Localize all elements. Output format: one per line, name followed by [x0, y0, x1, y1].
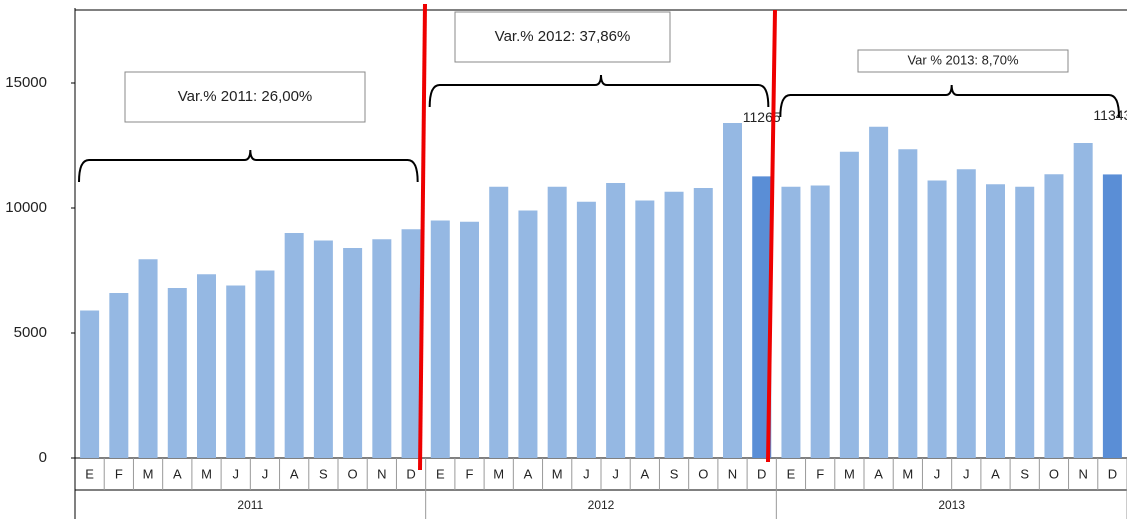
bar	[372, 239, 392, 458]
bar	[781, 186, 801, 458]
bar	[927, 180, 947, 458]
bar	[401, 229, 421, 458]
group-label: 2012	[588, 498, 615, 512]
x-tick-label: M	[902, 466, 913, 481]
group-label: 2011	[237, 498, 263, 512]
bar	[810, 185, 830, 458]
bar	[489, 186, 509, 458]
bar	[1073, 143, 1093, 458]
y-tick-label: 15000	[5, 74, 47, 91]
x-tick-label: O	[1049, 466, 1059, 481]
annotation: Var.% 2011: 26,00%	[178, 88, 313, 105]
x-tick-label: D	[757, 466, 766, 481]
x-tick-label: E	[85, 466, 94, 481]
x-tick-label: S	[1020, 466, 1029, 481]
bar	[460, 221, 479, 458]
x-tick-label: J	[262, 466, 269, 481]
bar	[518, 210, 538, 458]
x-tick-label: A	[640, 466, 649, 481]
x-tick-label: J	[612, 466, 619, 481]
bar	[839, 151, 859, 458]
x-tick-label: N	[1078, 466, 1087, 481]
bar	[80, 310, 100, 458]
y-tick-label: 0	[39, 449, 47, 466]
x-tick-label: J	[934, 466, 941, 481]
x-tick-label: E	[787, 466, 796, 481]
bar	[664, 191, 684, 458]
y-tick-label: 10000	[5, 199, 47, 216]
bar	[313, 240, 333, 458]
x-tick-label: F	[816, 466, 824, 481]
bar	[723, 123, 742, 458]
bar	[606, 183, 626, 458]
x-tick-label: M	[552, 466, 563, 481]
brace	[779, 84, 1120, 118]
x-tick-label: D	[1108, 466, 1117, 481]
divider	[418, 3, 427, 471]
x-tick-label: A	[524, 466, 533, 481]
bar	[898, 149, 918, 458]
bar	[693, 188, 713, 458]
x-tick-label: D	[406, 466, 415, 481]
bar	[869, 126, 889, 458]
x-tick-label: F	[115, 466, 123, 481]
x-tick-label: M	[844, 466, 855, 481]
x-tick-label: N	[377, 466, 386, 481]
x-tick-label: F	[466, 466, 474, 481]
bar	[1015, 186, 1035, 458]
x-tick-label: M	[493, 466, 504, 481]
annotation-box	[857, 49, 1069, 73]
annotation-box	[454, 11, 671, 63]
bar	[167, 288, 187, 458]
annotation: Var % 2013: 8,70%	[907, 52, 1018, 67]
bar	[255, 270, 275, 458]
bar	[343, 248, 363, 458]
x-tick-label: A	[991, 466, 1000, 481]
x-tick-label: J	[583, 466, 590, 481]
x-tick-label: N	[728, 466, 737, 481]
brace	[78, 149, 419, 183]
bar	[1102, 174, 1122, 459]
bar	[226, 285, 246, 458]
annotation: Var.% 2012: 37,86%	[495, 28, 631, 45]
annotation-box	[124, 71, 366, 123]
brace	[428, 74, 770, 108]
x-tick-label: J	[963, 466, 970, 481]
group-label: 2013	[938, 498, 965, 512]
bar	[197, 274, 216, 458]
value-label: 11343	[1093, 107, 1127, 123]
bar	[430, 220, 450, 458]
x-tick-label: A	[874, 466, 883, 481]
x-tick-label: M	[201, 466, 212, 481]
bar	[1044, 174, 1064, 458]
x-tick-label: O	[348, 466, 358, 481]
x-tick-label: S	[319, 466, 328, 481]
bar	[956, 169, 976, 458]
divider	[766, 9, 777, 463]
x-tick-label: A	[173, 466, 182, 481]
bar	[547, 186, 567, 458]
bar	[138, 259, 158, 458]
x-tick-label: E	[436, 466, 445, 481]
bar	[109, 293, 129, 458]
bar	[752, 176, 772, 458]
x-tick-label: A	[290, 466, 299, 481]
x-tick-label: J	[232, 466, 239, 481]
x-tick-label: S	[670, 466, 679, 481]
bar	[576, 201, 596, 458]
x-tick-label: M	[143, 466, 154, 481]
bar	[284, 233, 304, 458]
bar	[986, 184, 1005, 458]
bar	[635, 200, 655, 458]
y-tick-label: 5000	[14, 324, 47, 341]
x-tick-label: O	[698, 466, 708, 481]
